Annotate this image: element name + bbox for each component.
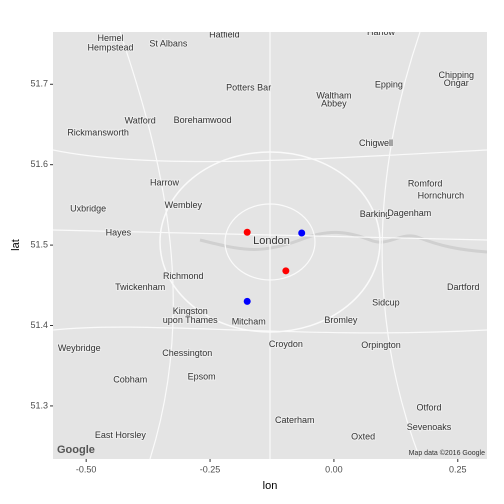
point — [298, 229, 306, 237]
place-label: Otford — [417, 403, 442, 413]
place-label: Epping — [375, 79, 403, 89]
y-tick-label: 51.3 — [30, 400, 48, 410]
place-label: Hayes — [106, 227, 132, 237]
place-label: Ongar — [444, 78, 469, 88]
x-tick-label: 0.00 — [325, 464, 343, 474]
place-label: Croydon — [269, 339, 303, 349]
place-label: Uxbridge — [70, 203, 106, 213]
place-label: Romford — [408, 178, 443, 188]
y-tick-label: 51.5 — [30, 239, 48, 249]
place-label: Barking — [360, 209, 391, 219]
place-label: East Horsley — [95, 430, 147, 440]
point — [243, 228, 251, 236]
x-tick-label: -0.25 — [200, 464, 221, 474]
x-axis-label: lon — [263, 480, 278, 492]
place-label: Sidcup — [372, 297, 400, 307]
place-label: Bromley — [324, 315, 358, 325]
place-label: Twickenham — [115, 282, 165, 292]
place-label: Orpington — [361, 340, 401, 350]
place-label: Hornchurch — [418, 190, 465, 200]
point — [282, 267, 290, 275]
place-label: Dartford — [447, 282, 480, 292]
place-label: Abbey — [321, 99, 347, 109]
place-label: Sevenoaks — [407, 422, 452, 432]
place-label: Borehamwood — [174, 115, 232, 125]
place-label: London — [253, 235, 290, 247]
point — [243, 297, 251, 305]
map-features — [53, 32, 487, 459]
place-label: Potters Bar — [226, 83, 271, 93]
place-label: St Albans — [149, 38, 188, 48]
place-label: Caterham — [275, 415, 315, 425]
place-label: Wembley — [165, 200, 203, 210]
place-label: Hatfield — [209, 30, 240, 40]
place-label: Oxted — [351, 432, 375, 442]
place-label: upon Thames — [163, 315, 218, 325]
place-label: Chigwell — [359, 138, 393, 148]
place-label: Chessington — [162, 348, 212, 358]
x-tick-label: 0.25 — [449, 464, 467, 474]
place-label: Weybridge — [58, 343, 101, 353]
place-label: Watford — [125, 116, 156, 126]
place-label: Mitcham — [232, 317, 266, 327]
place-label: Chipping — [439, 70, 475, 80]
y-tick-label: 51.7 — [30, 79, 48, 89]
place-label: Richmond — [163, 271, 204, 281]
place-label: Dagenham — [387, 208, 431, 218]
map-logo: Google — [57, 444, 95, 456]
place-label: Epsom — [188, 371, 216, 381]
place-label: Harrow — [150, 178, 180, 188]
place-label: Kingston — [173, 306, 208, 316]
place-label: Cobham — [113, 375, 147, 385]
x-tick-label: -0.50 — [76, 464, 97, 474]
place-label: Rickmansworth — [67, 128, 129, 138]
y-tick-label: 51.6 — [30, 159, 48, 169]
place-label: Hempstead — [87, 42, 133, 52]
place-label: Waltham — [316, 91, 351, 101]
map-attribution: Map data ©2016 Google — [409, 449, 485, 457]
place-label: Hemel — [97, 33, 123, 43]
place-label: Harlow — [367, 27, 396, 37]
y-axis-label: lat — [10, 239, 22, 251]
y-tick-label: 51.4 — [30, 320, 48, 330]
